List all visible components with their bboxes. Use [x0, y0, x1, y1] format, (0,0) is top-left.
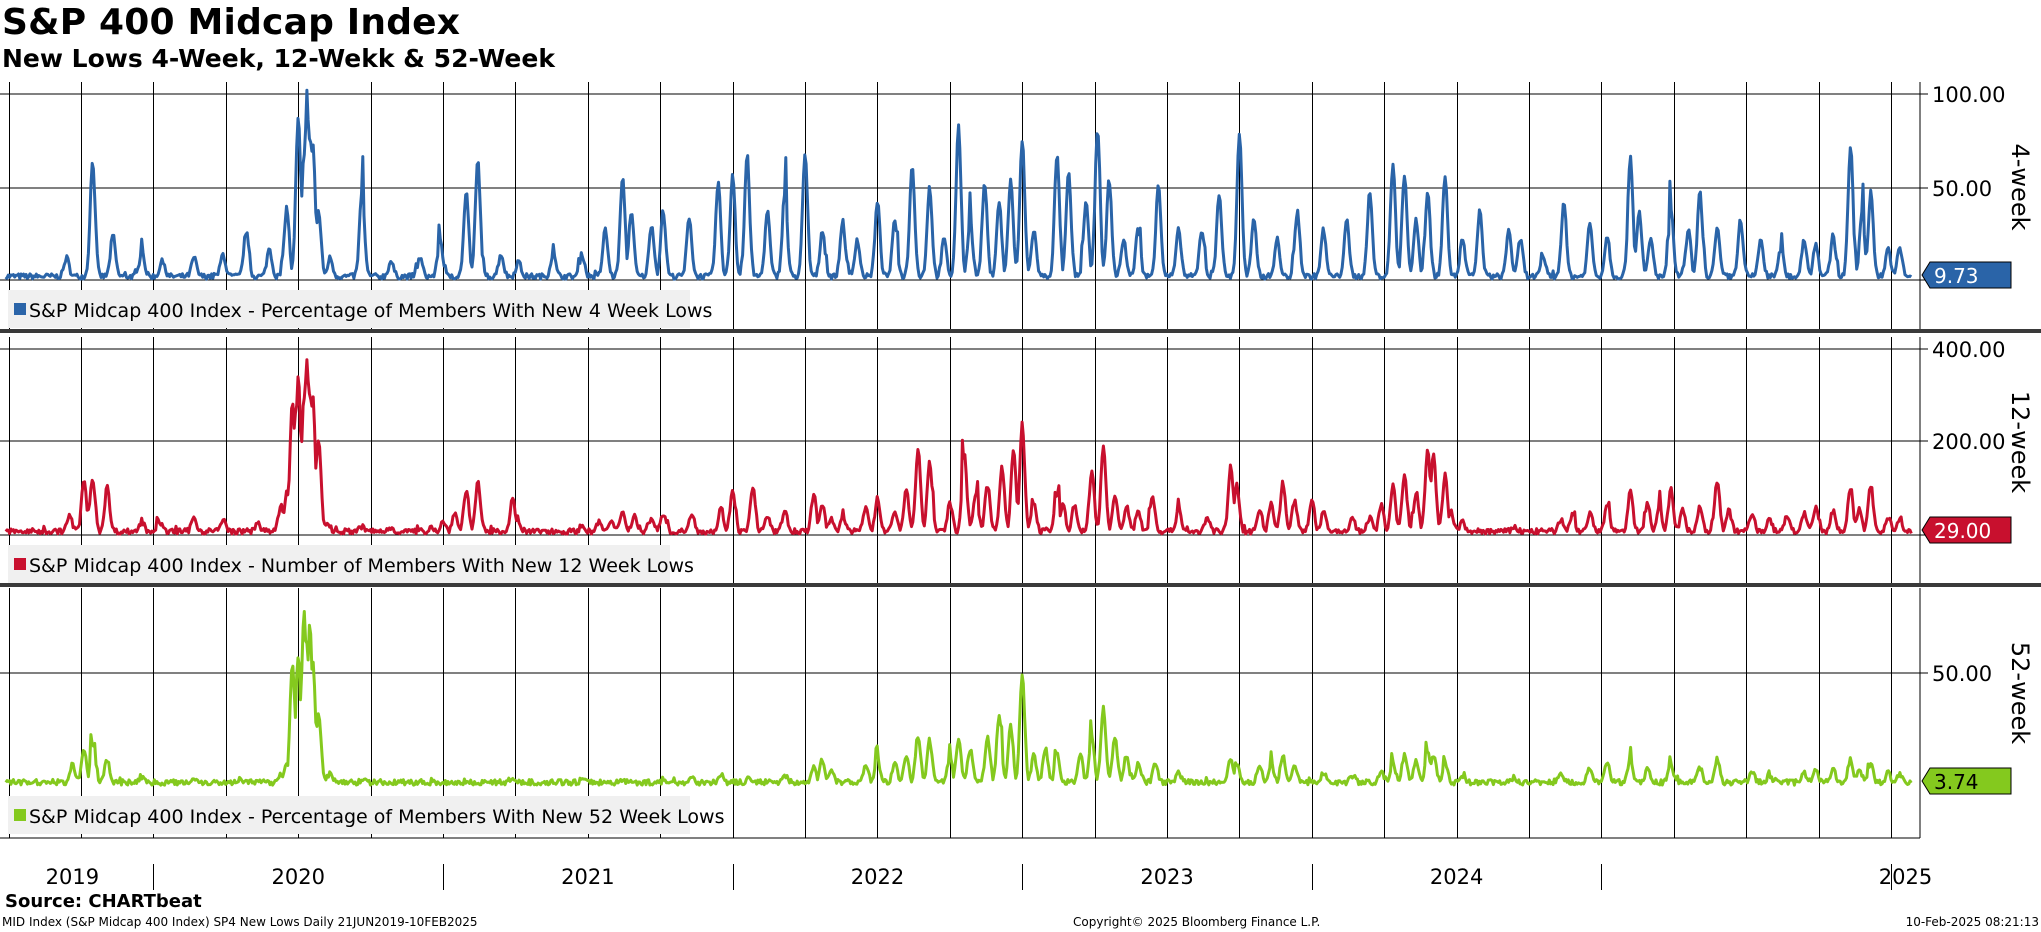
y-tick-label: 50.00 [1932, 662, 1992, 686]
panel-label: 12-week [2006, 391, 2034, 493]
legend-swatch [14, 303, 26, 315]
legend-box [8, 290, 690, 328]
last-value-label: 29.00 [1934, 519, 1991, 543]
legend-label: S&P Midcap 400 Index - Number of Members… [29, 555, 694, 577]
x-year-label: 2024 [1430, 865, 1483, 889]
x-year-label: 2023 [1140, 865, 1193, 889]
source-note: Source: CHARTbeat [5, 891, 202, 912]
y-tick-label: 400.00 [1932, 338, 2005, 362]
last-value-tag [1921, 516, 2012, 544]
panel-label: 52-week [2006, 642, 2034, 744]
series-line-4-week [4, 88, 1913, 281]
x-year-label: 2020 [272, 865, 325, 889]
series-line-52-week [4, 610, 1913, 787]
last-value-tag [1921, 261, 2012, 289]
legend-swatch [14, 809, 26, 821]
x-year-label: 2025 [1879, 865, 1932, 889]
footer-copyright: Copyright© 2025 Bloomberg Finance L.P. [1073, 915, 1321, 929]
legend-box [8, 796, 690, 834]
legend-swatch [14, 558, 26, 570]
legend-label: S&P Midcap 400 Index - Percentage of Mem… [29, 300, 712, 322]
panel-label: 4-week [2006, 144, 2034, 231]
footer-ticker-info: MID Index (S&P Midcap 400 Index) SP4 New… [2, 915, 478, 929]
panel-separator [0, 583, 2041, 587]
x-year-label: 2019 [46, 865, 99, 889]
chart-title: S&P 400 Midcap Index [2, 2, 461, 43]
footer-timestamp: 10-Feb-2025 08:21:13 [1905, 915, 2039, 929]
chart-subtitle: New Lows 4-Week, 12-Wekk & 52-Week [2, 44, 555, 73]
x-year-label: 2022 [851, 865, 904, 889]
last-value-label: 3.74 [1934, 770, 1979, 794]
last-value-tag [1921, 767, 2012, 795]
panel-separator [0, 329, 2041, 333]
last-value-label: 9.73 [1934, 264, 1979, 288]
legend-box [8, 545, 670, 583]
legend-label: S&P Midcap 400 Index - Percentage of Mem… [29, 806, 725, 828]
series-line-12-week [4, 358, 1913, 536]
y-tick-label: 200.00 [1932, 430, 2005, 454]
y-tick-label: 50.00 [1932, 177, 1992, 201]
x-year-label: 2021 [561, 865, 614, 889]
y-tick-label: 100.00 [1932, 83, 2005, 107]
